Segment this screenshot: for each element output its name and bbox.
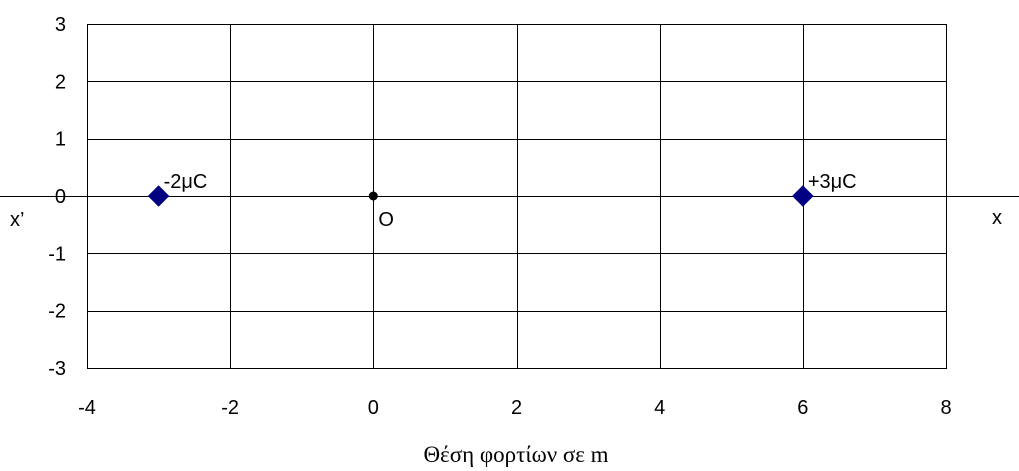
origin-label: O xyxy=(378,209,394,231)
x-tick-labels: -4 -2 0 2 4 6 8 xyxy=(78,397,951,419)
data-point-label: -2μC xyxy=(164,171,208,193)
x-tick-label: 6 xyxy=(797,397,808,419)
y-tick-labels: 3 2 1 0 -1 -2 -3 xyxy=(48,14,66,380)
x-tick-label: 4 xyxy=(654,397,665,419)
y-tick-label: 1 xyxy=(55,129,66,151)
y-tick-label: 2 xyxy=(55,71,66,93)
axis-end-label-right: x xyxy=(992,207,1002,229)
y-tick-label: -3 xyxy=(48,358,66,380)
x-tick-label: 0 xyxy=(368,397,379,419)
data-point-marker xyxy=(147,185,170,207)
origin-point-marker xyxy=(368,191,378,201)
data-points: -2μC +3μC O xyxy=(147,171,857,231)
data-point-marker xyxy=(792,185,814,207)
x-tick-label: -2 xyxy=(221,397,239,419)
y-tick-label: 3 xyxy=(55,14,66,36)
x-tick-label: -4 xyxy=(78,397,96,419)
data-point-label: +3μC xyxy=(808,171,857,193)
y-tick-label: 0 xyxy=(55,186,66,208)
axis-end-label-left: x’ xyxy=(10,209,24,231)
y-tick-label: -1 xyxy=(48,243,66,265)
x-tick-label: 2 xyxy=(511,397,522,419)
x-axis-title: Θέση φορτίων σε m xyxy=(423,442,608,467)
x-tick-label: 8 xyxy=(940,397,951,419)
y-tick-label: -2 xyxy=(48,301,66,323)
